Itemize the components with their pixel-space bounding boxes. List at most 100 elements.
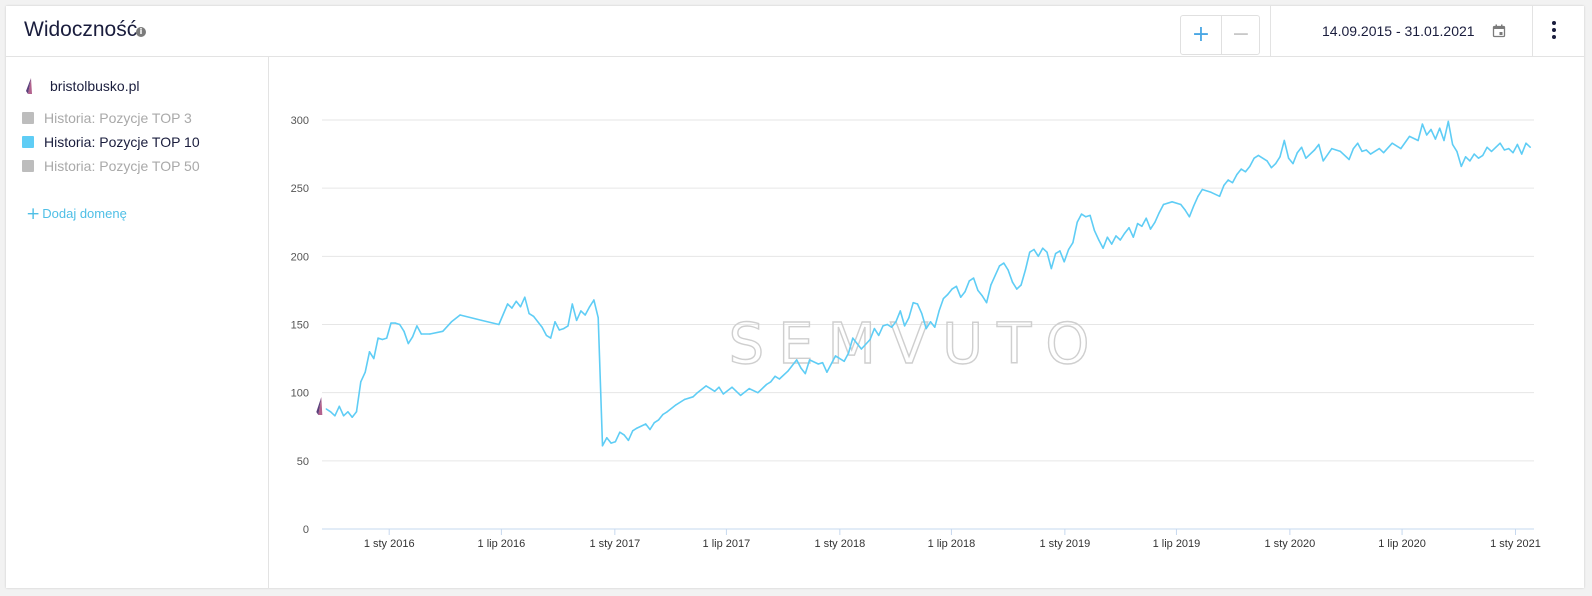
data-point [1296, 152, 1299, 154]
data-point [1266, 160, 1268, 162]
data-point [347, 411, 349, 413]
data-point [1275, 162, 1277, 165]
data-point [998, 265, 1001, 267]
data-point [1154, 221, 1156, 223]
data-point [1477, 157, 1480, 159]
more-menu-icon[interactable] [1551, 21, 1557, 39]
data-point [1516, 143, 1519, 146]
info-icon[interactable]: i [136, 27, 146, 37]
data-point [1430, 128, 1432, 131]
data-point [886, 323, 888, 326]
data-point [1292, 162, 1294, 165]
data-point [627, 439, 630, 442]
data-point [1253, 157, 1255, 159]
data-point [1102, 247, 1104, 249]
date-range-text[interactable]: 14.09.2015 - 31.01.2021 [1322, 23, 1475, 39]
x-tick-label: 1 sty 2020 [1264, 538, 1315, 550]
data-point [1037, 255, 1040, 257]
data-point [1486, 146, 1488, 148]
data-point [1072, 242, 1074, 244]
data-point [364, 371, 366, 373]
panel-header: Widoczność i + − 14.09.2015 - 31.01.2021 [6, 6, 1584, 57]
data-point [597, 317, 599, 319]
data-point [355, 411, 358, 413]
plus-icon: + [26, 204, 41, 224]
data-point [515, 300, 517, 302]
zoom-in-button[interactable]: + [1181, 16, 1222, 54]
data-point [916, 303, 919, 305]
x-tick-label: 1 lip 2020 [1378, 538, 1426, 550]
data-point [1136, 222, 1139, 225]
y-tick-label: 100 [291, 388, 309, 400]
data-point [899, 310, 901, 312]
data-point [394, 322, 397, 324]
data-point [377, 337, 379, 339]
data-point [390, 322, 392, 324]
x-tick-label: 1 sty 2021 [1490, 538, 1541, 550]
data-point [1098, 239, 1100, 241]
data-point [1128, 227, 1130, 229]
add-domain-link[interactable]: + Dodaj domenę [26, 204, 127, 224]
data-point [1279, 156, 1281, 158]
data-point [1011, 281, 1014, 283]
data-point [351, 416, 353, 418]
data-point [657, 419, 660, 421]
data-point [878, 334, 880, 337]
data-point [882, 325, 884, 327]
data-point [1033, 248, 1035, 251]
data-point [994, 274, 996, 277]
legend-swatch-top10 [22, 136, 34, 148]
data-point [981, 295, 983, 297]
data-point [714, 390, 716, 392]
data-point [1451, 143, 1454, 146]
data-point [834, 355, 837, 357]
data-point [666, 411, 668, 413]
data-point [826, 371, 828, 373]
legend-label-top3: Historia: Pozycje TOP 3 [44, 110, 192, 126]
data-point [399, 323, 401, 326]
legend-label-top10: Historia: Pozycje TOP 10 [44, 134, 200, 150]
header-divider [1270, 6, 1271, 56]
data-point [1042, 247, 1044, 249]
data-point [619, 431, 621, 433]
data-point [653, 422, 655, 424]
data-point [1357, 142, 1359, 144]
data-point [1369, 153, 1372, 155]
data-point [985, 302, 988, 304]
zoom-out-button[interactable]: − [1231, 22, 1251, 47]
x-tick-label: 1 sty 2018 [814, 538, 865, 550]
data-point [511, 307, 513, 309]
y-tick-label: 50 [297, 456, 309, 468]
data-point [1525, 142, 1527, 144]
data-point [1443, 139, 1445, 142]
visibility-panel: Widoczność i + − 14.09.2015 - 31.01.2021… [6, 6, 1584, 588]
data-point [528, 312, 530, 315]
data-point [1201, 188, 1204, 191]
data-point [722, 393, 724, 395]
data-point [1184, 209, 1186, 211]
add-domain-label: Dodaj domenę [42, 206, 127, 221]
data-point [696, 392, 699, 394]
data-point [1508, 147, 1510, 150]
data-point [532, 315, 535, 317]
data-point [856, 342, 858, 345]
data-point [1499, 142, 1501, 144]
data-point [1124, 232, 1126, 234]
data-point [1016, 288, 1018, 290]
data-point [381, 338, 384, 341]
data-point [1482, 154, 1484, 157]
calendar-icon[interactable] [1492, 24, 1506, 38]
data-point [1106, 236, 1109, 238]
data-point [683, 398, 686, 401]
data-point [459, 314, 461, 316]
y-tick-label: 250 [291, 183, 309, 195]
data-point [1322, 160, 1324, 162]
data-point [1132, 236, 1135, 238]
data-point [1495, 146, 1497, 148]
data-point [554, 321, 556, 323]
data-point [1421, 123, 1424, 125]
data-point [1007, 269, 1009, 271]
data-point [925, 327, 927, 330]
data-point [955, 285, 958, 287]
data-point [869, 338, 871, 341]
